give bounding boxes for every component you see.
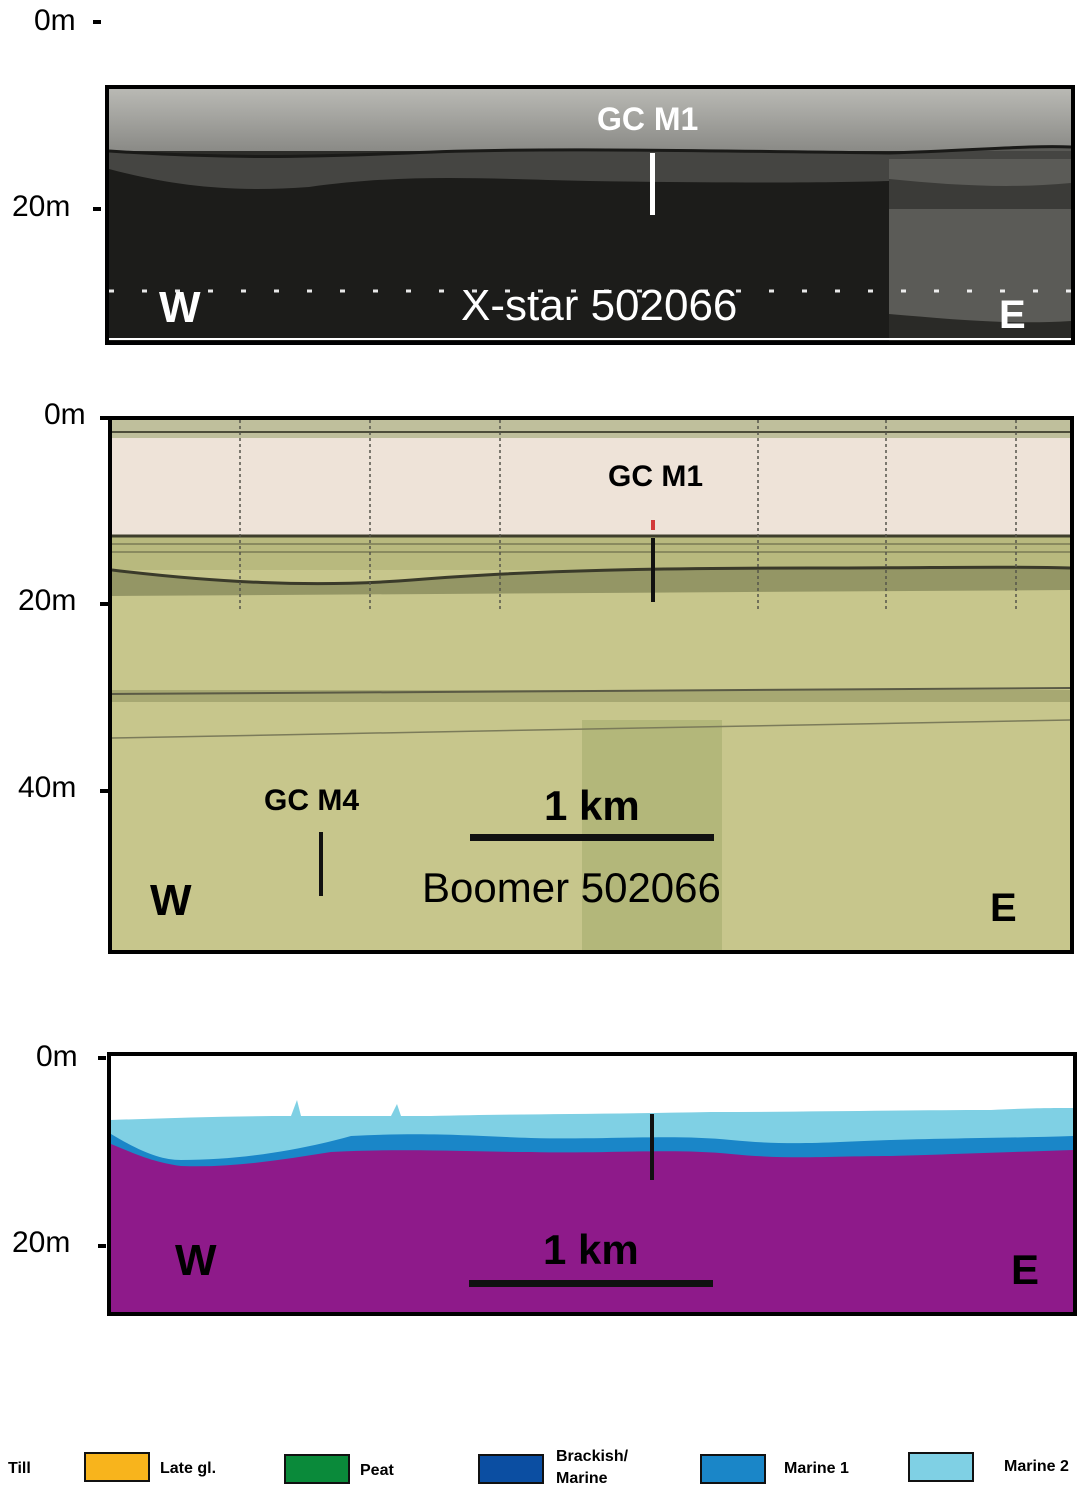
interp-west-label: W — [175, 1236, 217, 1285]
boomer-core-label-gc-m1: GC M1 — [608, 460, 704, 493]
interp-tick-20m — [98, 1244, 106, 1248]
legend-label-till: Till — [8, 1460, 31, 1477]
legend-swatch-brackish-marine — [478, 1454, 544, 1484]
xstar-tick-0m — [93, 20, 101, 24]
interp-scale-label: 1 km — [543, 1226, 639, 1273]
legend-label-late-gl: Late gl. — [160, 1460, 217, 1477]
legend-label-marine-2: Marine 2 — [1004, 1458, 1069, 1475]
xstar-depth-20m: 20m — [12, 190, 71, 223]
xstar-title: X-star 502066 — [461, 281, 738, 330]
xstar-seismic-image — [109, 89, 1071, 341]
legend-swatch-marine-2 — [908, 1452, 974, 1482]
legend-label-marine: Marine — [556, 1470, 608, 1487]
xstar-depth-0m: 0m — [34, 4, 76, 37]
xstar-seismic-panel: GC M1 X-star 502066 W E — [105, 85, 1075, 345]
xstar-tick-20m — [93, 207, 101, 211]
boomer-depth-40m: 40m — [18, 771, 77, 804]
xstar-core-label: GC M1 — [597, 101, 699, 137]
legend-label-marine-1: Marine 1 — [784, 1460, 849, 1477]
interpretation-panel: 1 km W E — [107, 1052, 1077, 1316]
boomer-depth-20m: 20m — [18, 584, 77, 617]
xstar-west-label: W — [159, 283, 201, 332]
legend-label-brackish: Brackish/ — [556, 1448, 629, 1465]
legend-swatch-peat — [284, 1454, 350, 1484]
boomer-tick-20m — [100, 602, 108, 606]
boomer-tick-0m — [100, 416, 108, 420]
boomer-title: Boomer 502066 — [422, 864, 721, 911]
boomer-east-label: E — [990, 886, 1017, 930]
boomer-scale-label: 1 km — [544, 782, 640, 829]
legend-swatch-marine-1 — [700, 1454, 766, 1484]
interp-east-label: E — [1011, 1246, 1040, 1293]
interp-depth-0m: 0m — [36, 1040, 78, 1073]
interp-tick-0m — [98, 1056, 106, 1060]
boomer-tick-40m — [100, 789, 108, 793]
boomer-depth-0m: 0m — [44, 398, 86, 431]
interpretation-section — [111, 1056, 1073, 1312]
boomer-seismic-panel: GC M1 GC M4 1 km Boomer 502066 W E — [108, 416, 1074, 954]
boomer-west-label: W — [150, 876, 192, 925]
boomer-seismic-image — [112, 420, 1070, 950]
legend-swatch-late-gl — [84, 1452, 150, 1482]
boomer-core-label-gc-m4: GC M4 — [264, 784, 360, 817]
legend-label-peat: Peat — [360, 1462, 394, 1479]
interp-depth-20m: 20m — [12, 1226, 71, 1259]
xstar-east-label: E — [999, 293, 1026, 337]
